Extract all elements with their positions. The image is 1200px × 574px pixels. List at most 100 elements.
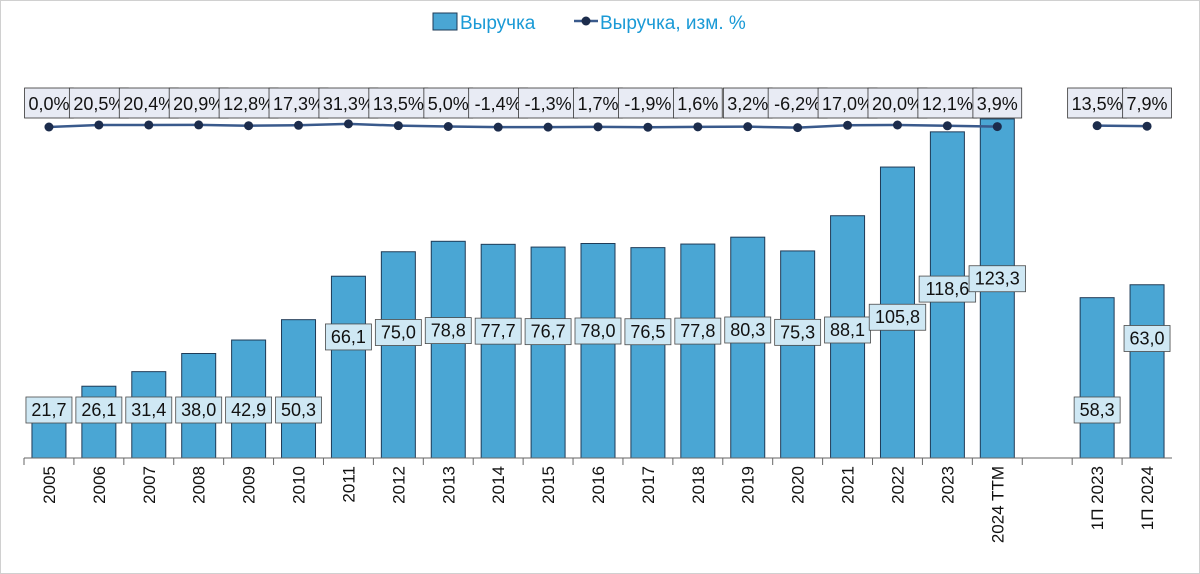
line-label-box	[618, 87, 678, 119]
legend-line-label: Выручка, изм. %	[600, 13, 746, 34]
line-value-label: 3,2%	[727, 94, 768, 114]
bar-value-label: 76,5	[630, 322, 665, 342]
line-label-box	[168, 87, 229, 119]
bar-label-box	[474, 317, 522, 345]
x-tick-label: 2020	[789, 466, 808, 504]
bar-value-label: 88,1	[830, 320, 865, 340]
change-point	[693, 122, 703, 132]
revenue-bar	[430, 240, 466, 459]
line-value-label: 20,9%	[173, 94, 224, 114]
change-point	[1142, 121, 1152, 131]
change-point	[244, 121, 254, 131]
change-point	[493, 122, 503, 132]
change-line	[1097, 124, 1148, 128]
revenue-bar	[1129, 284, 1165, 459]
x-tick-label: 2015	[539, 466, 558, 504]
bar-label-box	[1123, 325, 1171, 352]
line-value-label: 20,5%	[73, 94, 124, 114]
legend-line-marker	[581, 16, 591, 26]
x-tick-label: 1П 2023	[1088, 466, 1107, 530]
change-point	[443, 122, 453, 131]
bar-value-label: 77,8	[680, 321, 715, 341]
bar-label-box	[724, 316, 772, 344]
line-value-label: 5,0%	[428, 94, 469, 114]
line-label-box	[1067, 87, 1128, 119]
bar-label-box	[75, 396, 123, 424]
bar-data-labels: 21,7 26,1 31,4 38,0 42,9 50,3 66,1 75,0 78,8 77,7…	[25, 265, 1171, 424]
line-label-box	[468, 87, 529, 119]
x-tick-label: 2010	[290, 466, 309, 504]
bar-value-label: 80,3	[730, 320, 765, 340]
revenue-bar	[1079, 297, 1115, 459]
bar-label-box	[1073, 396, 1121, 424]
line-label-box	[573, 87, 623, 119]
bar-label-box	[524, 318, 572, 346]
bar-label-box	[325, 323, 372, 351]
revenue-bar	[680, 243, 716, 459]
x-tick-label: 2005	[40, 466, 59, 504]
change-point	[793, 123, 803, 133]
x-tick-label: 2023	[938, 466, 957, 504]
bar-value-label: 75,3	[780, 322, 815, 342]
line-label-box	[268, 87, 329, 119]
change-point	[343, 119, 353, 129]
bar-value-label: 42,9	[231, 400, 266, 420]
line-label-box	[917, 87, 978, 119]
bar-label-box	[574, 317, 622, 345]
bar-label-box	[175, 396, 223, 424]
line-value-label: 17,3%	[273, 94, 324, 114]
revenue-bar	[330, 275, 366, 459]
revenue-bar	[780, 250, 816, 459]
line-value-label: -1,9%	[624, 94, 671, 114]
x-tick-label: 2016	[589, 466, 608, 504]
bar-value-label: 66,1	[331, 327, 366, 347]
change-point	[94, 120, 104, 130]
x-tick-label: 2021	[839, 466, 858, 504]
change-point	[393, 121, 403, 131]
change-point	[992, 122, 1002, 132]
line-label-box	[767, 87, 828, 119]
line-value-label: 12,8%	[223, 94, 274, 114]
line-label-box	[722, 87, 773, 119]
x-tick-label: 2013	[439, 466, 458, 504]
legend-bar-label: Выручка	[460, 13, 536, 34]
line-label-box	[673, 87, 723, 119]
line-value-label: 13,5%	[373, 94, 424, 114]
change-point	[643, 122, 653, 132]
x-tick-label: 1П 2024	[1138, 466, 1157, 530]
change-point	[44, 122, 54, 132]
bar-label-box	[674, 317, 722, 345]
x-tick-label: 2014	[489, 466, 508, 504]
line-label-box	[318, 87, 379, 119]
legend: Выручка Выручка, изм. %	[432, 12, 746, 34]
line-value-label: 1,6%	[677, 94, 718, 114]
bar-value-label: 63,0	[1130, 329, 1165, 349]
x-tick-label: 2019	[739, 466, 758, 504]
line-value-label: 17,0%	[822, 94, 873, 114]
bar-value-label: 31,4	[131, 400, 166, 420]
legend-bar-swatch	[432, 12, 458, 31]
x-tick-label: 2022	[888, 466, 907, 504]
change-point	[942, 121, 952, 131]
line-value-label: 13,5%	[1072, 94, 1123, 114]
bar-value-label: 78,0	[580, 321, 615, 341]
line-value-label: 3,9%	[977, 94, 1018, 114]
x-tick-label: 2006	[90, 466, 109, 504]
x-tick-label: 2007	[140, 466, 159, 504]
bar-value-label: 118,6	[926, 279, 970, 299]
bar-label-box	[868, 303, 927, 331]
line-label-box	[368, 87, 429, 119]
change-point	[892, 120, 902, 130]
bar-value-label: 38,0	[181, 400, 216, 420]
revenue-bar	[730, 236, 766, 459]
bar-value-label: 75,0	[381, 323, 416, 343]
bar-label-box	[918, 275, 977, 303]
bar-label-box	[125, 396, 173, 424]
change-point	[593, 122, 603, 132]
x-tick-label: 2024 TTM	[988, 466, 1007, 543]
line-label-box	[24, 87, 74, 119]
change-point	[294, 120, 304, 130]
line-label-box	[1122, 87, 1172, 119]
bar-label-box	[225, 396, 273, 424]
